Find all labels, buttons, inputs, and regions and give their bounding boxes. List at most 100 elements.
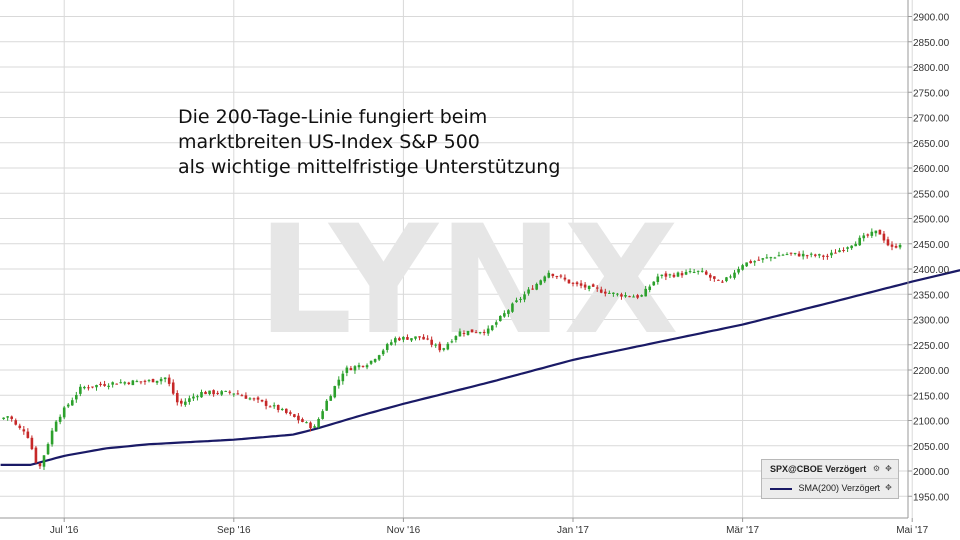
x-tick-label: Jan '17: [557, 525, 589, 536]
candle-down: [713, 276, 716, 279]
candle-up: [369, 360, 373, 364]
candle-up: [446, 343, 450, 350]
candle-up: [801, 253, 805, 257]
candle-up: [725, 277, 728, 282]
candle-up: [777, 255, 781, 257]
annotation-line-2: marktbreiten US-Index S&P 500: [178, 131, 480, 153]
y-tick-label: 2650.00: [913, 139, 950, 150]
candle-down: [604, 291, 607, 294]
y-axis-ticks: 2900.00 2850.00 2800.00 2750.00 2700.00 2650.…: [908, 13, 950, 503]
candle-up: [155, 380, 159, 383]
candle-up: [898, 244, 902, 248]
candle-up: [357, 365, 361, 368]
candle-up: [466, 330, 470, 336]
candle-up: [123, 382, 127, 384]
candle-down: [260, 399, 264, 402]
candle-down: [559, 275, 563, 277]
settings-icon[interactable]: ⚙: [872, 464, 881, 473]
x-tick-label: Mai '17: [896, 525, 928, 536]
candle-up: [733, 272, 736, 278]
candle-up: [317, 418, 320, 428]
candle-up: [644, 288, 647, 297]
candle-down: [474, 332, 478, 334]
candle-up: [519, 298, 522, 300]
candle-up: [402, 336, 405, 340]
candle-down: [462, 332, 466, 334]
candle-down: [99, 383, 102, 385]
candle-up: [547, 272, 551, 278]
x-tick-label: Mär '17: [726, 525, 759, 536]
check-icon[interactable]: ✓: [873, 483, 880, 492]
candle-up: [329, 396, 333, 401]
candle-up: [499, 315, 502, 322]
move-icon[interactable]: ✥: [885, 464, 892, 473]
candle-up: [163, 377, 167, 380]
candle-down: [886, 239, 890, 246]
candle-up: [365, 365, 369, 368]
candle-up: [652, 281, 656, 286]
candle-down: [834, 252, 837, 254]
candle-down: [878, 229, 882, 235]
candle-down: [171, 382, 175, 394]
candle-down: [91, 386, 94, 388]
candle-up: [676, 272, 680, 277]
candle-up: [729, 276, 732, 278]
candle-up: [442, 348, 446, 350]
move-icon[interactable]: ✥: [885, 483, 892, 492]
candle-up: [515, 300, 518, 303]
candle-up: [313, 426, 316, 428]
y-tick-label: 2300.00: [913, 316, 950, 327]
candle-up: [6, 416, 9, 418]
candle-down: [708, 274, 712, 278]
candle-down: [297, 415, 300, 421]
y-tick-label: 2150.00: [913, 391, 950, 402]
candle-down: [22, 429, 26, 432]
candle-down: [256, 397, 260, 400]
candle-down: [551, 273, 555, 277]
candle-down: [797, 253, 801, 257]
candle-down: [680, 273, 684, 276]
y-tick-label: 2600.00: [913, 164, 950, 175]
candle-up: [527, 289, 530, 294]
x-axis-ticks: Jul '16 Sep '16 Nov '16 Jan '17 Mär '17 Mai '…: [50, 518, 929, 536]
candle-down: [139, 381, 143, 383]
candle-up: [381, 350, 385, 355]
candle-up: [196, 396, 199, 398]
candle-up: [543, 276, 547, 282]
y-tick-label: 2350.00: [913, 290, 950, 301]
candle-up: [737, 268, 740, 273]
candle-down: [180, 400, 183, 404]
candle-down: [894, 246, 898, 248]
candle-down: [284, 408, 288, 413]
candle-up: [50, 430, 54, 445]
candle-up: [188, 398, 191, 402]
candle-up: [280, 408, 284, 410]
candle-down: [228, 391, 232, 393]
candle-up: [2, 417, 5, 420]
candle-up: [785, 254, 789, 256]
candle-up: [305, 422, 308, 424]
candle-up: [224, 390, 228, 392]
candle-up: [321, 411, 324, 419]
candle-down: [115, 383, 118, 385]
candle-down: [482, 331, 486, 333]
candle-down: [127, 382, 131, 384]
candle-down: [264, 400, 268, 406]
candle-up: [95, 385, 98, 388]
annotation-line-1: Die 200-Tage-Linie fungiert beim: [178, 106, 488, 128]
candle-down: [620, 294, 623, 297]
candle-up: [587, 285, 591, 290]
candle-up: [450, 341, 454, 343]
candle-up: [624, 295, 627, 297]
y-tick-label: 2800.00: [913, 63, 950, 74]
candle-down: [252, 398, 256, 400]
candle-down: [555, 276, 559, 278]
candle-down: [789, 252, 793, 254]
y-tick-label: 2550.00: [913, 189, 950, 200]
candle-down: [704, 271, 708, 275]
candle-up: [648, 286, 652, 291]
candle-down: [406, 337, 409, 340]
candle-up: [745, 262, 748, 267]
legend-sma-label: SMA(200) Verzögert: [798, 483, 881, 493]
